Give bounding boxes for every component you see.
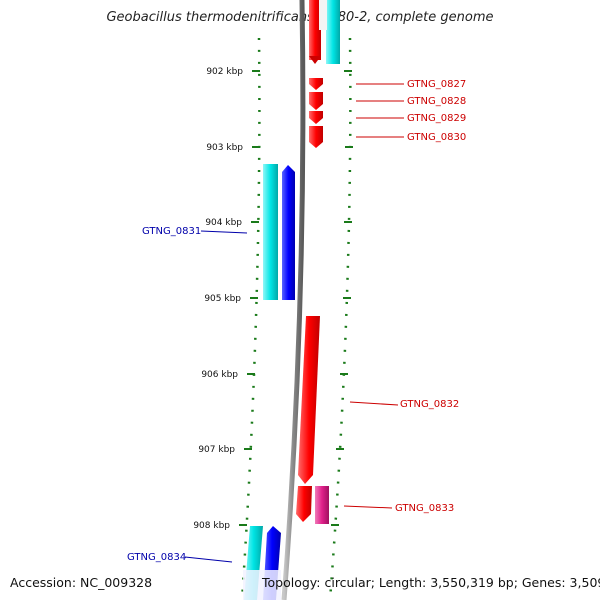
- label-connectors: [184, 83, 404, 563]
- tick-track-left: [240, 37, 261, 600]
- topology-summary: Topology: circular; Length: 3,550,319 bp…: [262, 575, 600, 590]
- gene-label-gtng-0827[interactable]: GTNG_0827: [407, 79, 466, 90]
- genome-backbone: [281, 0, 306, 600]
- cds-cyan-top[interactable]: [326, 0, 340, 64]
- cds-gtng-0829[interactable]: [309, 111, 323, 124]
- scale-label: 902 kbp: [206, 67, 243, 77]
- accession-label: Accession: NC_009328: [10, 575, 153, 590]
- cds-red-lower[interactable]: [296, 486, 312, 522]
- gene-label-gtng-0831[interactable]: GTNG_0831: [142, 226, 201, 237]
- scale-labels: 902 kbp 903 kbp 904 kbp 905 kbp 906 kbp …: [193, 67, 243, 531]
- gene-label-gtng-0830[interactable]: GTNG_0830: [407, 132, 466, 143]
- cds-gtng-0827[interactable]: [309, 78, 323, 90]
- cds-gtng-0830[interactable]: [309, 126, 323, 148]
- major-ticks-left: [239, 70, 260, 526]
- cds-red-top-arrow: [309, 56, 321, 64]
- scale-label: 907 kbp: [198, 445, 235, 455]
- cds-white-bottom: [243, 570, 281, 600]
- cds-gtng-0832[interactable]: [298, 316, 320, 484]
- cds-gtng-0831[interactable]: [263, 164, 278, 300]
- gene-label-gtng-0829[interactable]: GTNG_0829: [407, 113, 466, 124]
- cds-red-top[interactable]: [309, 0, 321, 60]
- scale-label: 905 kbp: [204, 294, 241, 304]
- cds-white-top: [319, 0, 327, 30]
- cds-gtng-0833[interactable]: [315, 486, 329, 524]
- gene-labels: GTNG_0827 GTNG_0828 GTNG_0829 GTNG_0830 …: [127, 79, 466, 563]
- gene-label-gtng-0833[interactable]: GTNG_0833: [395, 503, 454, 514]
- gene-label-gtng-0834[interactable]: GTNG_0834: [127, 552, 186, 563]
- major-ticks-right: [331, 70, 353, 526]
- scale-label: 906 kbp: [201, 370, 238, 380]
- gene-label-gtng-0832[interactable]: GTNG_0832: [400, 399, 459, 410]
- scale-label: 903 kbp: [206, 143, 243, 153]
- cds-blue-0831-pair[interactable]: [282, 165, 295, 300]
- tick-track-right: [328, 37, 352, 600]
- scale-label: 904 kbp: [205, 218, 242, 228]
- cds-gtng-0828[interactable]: [309, 92, 323, 110]
- gene-label-gtng-0828[interactable]: GTNG_0828: [407, 96, 466, 107]
- scale-label: 908 kbp: [193, 521, 230, 531]
